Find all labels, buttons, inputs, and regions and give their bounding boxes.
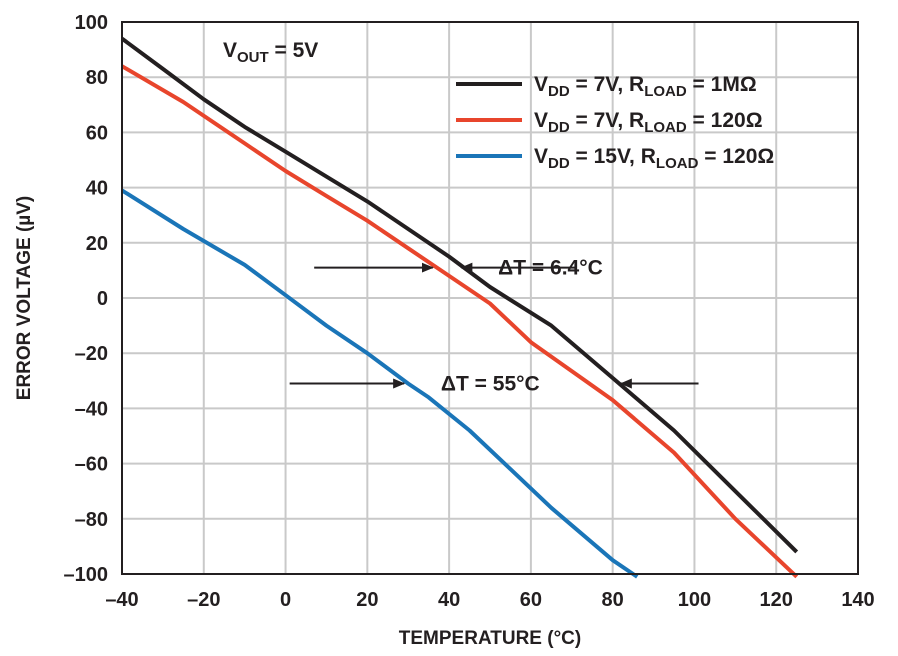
y-tick-label: –100 [64,564,109,586]
annotation-label-2: ΔT = 55°C [441,373,540,396]
y-tick-label: 0 [97,288,108,310]
grid [121,21,859,575]
y-tick-label: –80 [75,509,108,531]
series-line-3 [120,188,639,579]
x-tick-labels: –40 –20 0 20 40 60 80 100 120 140 [105,589,874,611]
annotations: ΔT = 6.4°C ΔT = 55°C [289,257,699,396]
series-layer [120,36,799,579]
condition-label: VOUT = 5V [223,39,318,66]
x-tick-label: 60 [520,589,542,611]
series-line-1 [120,36,799,554]
x-tick-label: –20 [187,589,220,611]
y-tick-label: 60 [86,122,108,144]
x-tick-label: 120 [760,589,793,611]
x-tick-label: 140 [841,589,874,611]
y-tick-label: 80 [86,67,108,89]
y-tick-labels: 100 80 60 40 20 0 –20 –40 –60 –80 –100 [64,12,109,586]
legend-label-3: VDD = 15V, RLOAD = 120Ω [534,145,774,172]
y-axis-title: ERROR VOLTAGE (µV) [14,196,35,400]
x-tick-label: 40 [438,589,460,611]
x-tick-label: 100 [678,589,711,611]
x-tick-label: 20 [356,589,378,611]
x-tick-label: 80 [602,589,624,611]
x-tick-label: 0 [280,589,291,611]
y-tick-label: 100 [75,12,108,34]
legend-label-1: VDD = 7V, RLOAD = 1MΩ [534,73,757,100]
legend: VDD = 7V, RLOAD = 1MΩ VDD = 7V, RLOAD = 1… [456,73,774,172]
series-line-2 [120,64,799,579]
y-tick-label: –20 [75,343,108,365]
y-tick-label: –40 [75,398,108,420]
x-axis-title: TEMPERATURE (°C) [399,628,581,649]
plot-frame [121,21,859,575]
legend-label-2: VDD = 7V, RLOAD = 120Ω [534,109,763,136]
y-tick-label: 40 [86,178,108,200]
y-tick-label: 20 [86,233,108,255]
y-tick-label: –60 [75,454,108,476]
x-tick-label: –40 [105,589,138,611]
annotation-label-1: ΔT = 6.4°C [498,257,603,280]
